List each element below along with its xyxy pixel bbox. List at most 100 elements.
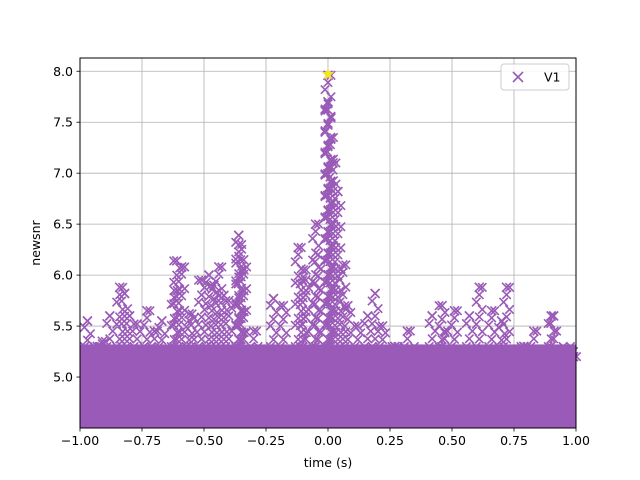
- cloud-marker: [483, 341, 494, 352]
- cloud-marker: [471, 319, 482, 330]
- cloud-marker: [193, 297, 204, 308]
- data-point: [501, 282, 512, 293]
- cloud-marker: [235, 320, 246, 330]
- cloud-marker: [543, 318, 553, 329]
- series-v1: [82, 70, 579, 362]
- cloud-marker: [330, 193, 340, 204]
- data-point: [518, 341, 529, 352]
- data-point: [97, 336, 108, 347]
- data-point: [124, 310, 135, 321]
- cloud-marker: [176, 312, 187, 323]
- data-point: [131, 318, 143, 330]
- cloud-marker: [313, 334, 323, 345]
- data-point: [114, 282, 125, 293]
- data-point: [176, 261, 187, 273]
- cloud-marker: [297, 341, 308, 352]
- cloud-marker: [300, 290, 311, 300]
- data-point: [322, 96, 334, 107]
- dense-marker-band: [80, 344, 576, 428]
- cloud-marker: [471, 297, 482, 307]
- x-tick-label: −0.75: [123, 433, 161, 448]
- y-tick-label: 6.5: [53, 217, 73, 232]
- data-point: [548, 310, 559, 321]
- cloud-marker: [434, 300, 444, 311]
- cloud-marker: [333, 229, 343, 239]
- cloud-marker: [265, 341, 276, 352]
- data-point: [248, 326, 259, 337]
- cloud-marker: [307, 341, 318, 352]
- cloud-marker: [104, 334, 115, 344]
- x-tick-label: 0.00: [314, 433, 342, 448]
- cloud-marker: [310, 226, 321, 237]
- data-point: [439, 326, 450, 337]
- cloud-marker: [297, 275, 308, 285]
- cloud-marker: [548, 334, 559, 344]
- cloud-marker: [214, 269, 224, 279]
- cloud-marker: [307, 233, 318, 244]
- cloud-marker: [107, 326, 118, 336]
- data-point: [300, 275, 311, 286]
- cloud-marker: [325, 172, 335, 182]
- cloud-marker: [235, 298, 246, 308]
- cloud-marker: [452, 327, 463, 337]
- cloud-marker: [341, 260, 351, 270]
- data-point: [464, 310, 475, 321]
- cloud-marker: [335, 297, 345, 307]
- data-point: [528, 326, 539, 337]
- cloud-marker: [359, 318, 370, 329]
- cloud-marker: [173, 298, 184, 308]
- cloud-marker: [222, 305, 232, 315]
- cloud-marker: [116, 296, 127, 306]
- data-point: [169, 285, 180, 296]
- cloud-marker: [251, 326, 262, 336]
- legend-box: [500, 63, 570, 91]
- cloud-marker: [300, 312, 311, 322]
- cloud-marker: [350, 341, 360, 352]
- cloud-marker: [230, 258, 241, 268]
- cloud-marker: [467, 326, 478, 336]
- cloud-marker: [149, 334, 160, 344]
- x-tick-label: −0.25: [247, 433, 285, 448]
- cloud-marker: [532, 326, 542, 336]
- cloud-marker: [439, 334, 450, 344]
- cloud-marker: [320, 212, 330, 223]
- y-tick-label: 8.0: [53, 64, 73, 79]
- data-point: [196, 275, 207, 286]
- cloud-marker: [295, 341, 305, 352]
- data-point: [310, 219, 321, 230]
- cloud-marker: [335, 319, 345, 329]
- data-point: [298, 264, 309, 276]
- cloud-marker: [238, 334, 249, 345]
- cloud-marker: [370, 311, 380, 321]
- cloud-marker: [362, 334, 373, 344]
- cloud-marker: [166, 341, 177, 352]
- cloud-marker: [145, 306, 155, 316]
- cloud-marker: [501, 289, 512, 300]
- cloud-marker: [142, 313, 152, 323]
- data-point: [449, 305, 460, 316]
- cloud-marker: [322, 147, 333, 157]
- cloud-marker: [129, 319, 139, 329]
- data-point: [362, 310, 373, 321]
- cloud-marker: [350, 321, 360, 331]
- data-point: [255, 346, 267, 357]
- cloud-marker: [181, 322, 191, 332]
- cloud-marker: [121, 318, 132, 329]
- cloud-marker: [501, 334, 512, 344]
- cloud-marker: [157, 335, 167, 345]
- cloud-marker: [546, 334, 556, 344]
- cloud-marker: [310, 299, 320, 309]
- cloud-marker: [193, 319, 204, 330]
- cloud-marker: [129, 341, 139, 352]
- data-point: [203, 270, 215, 281]
- cloud-marker: [179, 283, 190, 294]
- cloud-marker: [333, 207, 343, 218]
- data-density-bands: [80, 344, 576, 428]
- cloud-marker: [173, 276, 184, 287]
- cloud-marker: [310, 278, 320, 288]
- cloud-marker: [221, 341, 231, 352]
- x-axis-ticks: −1.00 −0.75 −0.50 −0.25 0.00 0.25 0.50 0.75 1.00: [61, 428, 590, 448]
- data-point: [119, 288, 130, 299]
- y-tick-label: 7.5: [53, 115, 73, 130]
- cloud-marker: [265, 300, 276, 311]
